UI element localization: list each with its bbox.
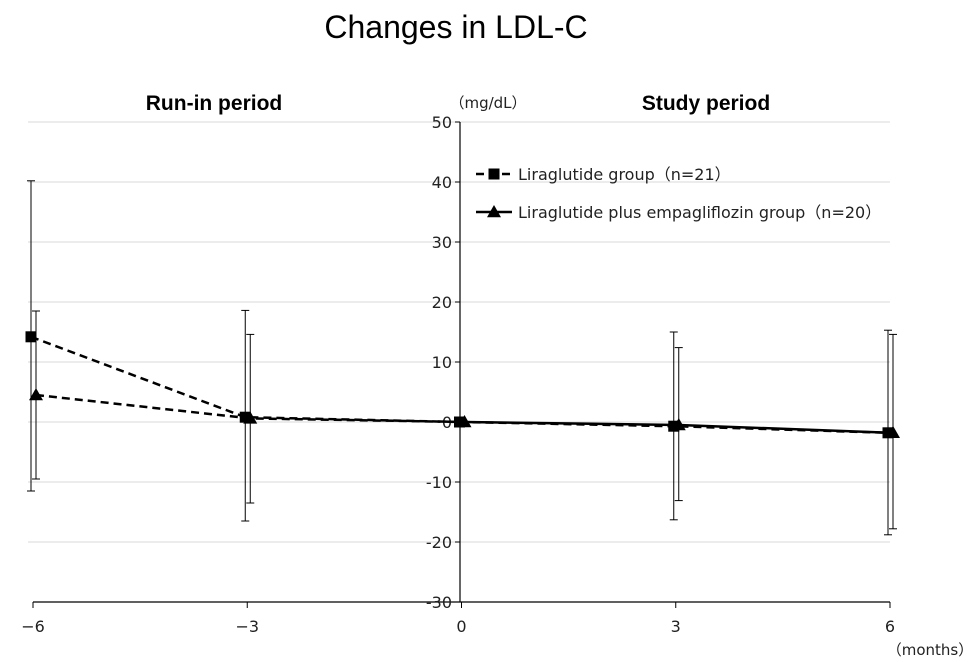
x-tick-label: −3 [235,617,259,636]
y-tick-label: 10 [432,353,452,372]
y-tick-label: -20 [426,533,452,552]
legend-label: Liraglutide group（n=21） [518,165,731,184]
data-point-triangle [29,388,43,401]
x-tick-label: 6 [885,617,895,636]
y-axis-unit: （mg/dL） [449,94,526,112]
data-point-triangle [457,415,472,428]
y-tick-label: -10 [426,473,452,492]
run-in-period-label: Run-in period [146,92,282,115]
data-point-square [25,331,37,343]
series-2 [29,310,900,530]
data-point-triangle [671,418,686,431]
legend-marker-square [488,168,500,180]
y-tick-label: 50 [432,113,452,132]
x-tick-label: −6 [21,617,45,636]
series-layer [25,180,900,536]
y-tick-label: 40 [432,173,452,192]
x-tick-label: 3 [671,617,681,636]
legend-item-2: Liraglutide plus empagliflozin group（n=2… [476,203,881,222]
legend: Liraglutide group（n=21） Liraglutide plus … [476,165,881,222]
data-point-triangle [243,411,258,424]
y-tick-label: -30 [426,593,452,612]
y-tick-label: 20 [432,293,452,312]
gridlines [28,121,890,543]
data-point-triangle [886,425,900,439]
legend-label: Liraglutide plus empagliflozin group（n=2… [518,203,881,222]
legend-marker-triangle [487,205,501,218]
x-tick-label: 0 [456,617,466,636]
data-point-square [668,420,680,432]
chart-title: Changes in LDL-C [324,9,587,45]
legend-item-1: Liraglutide group（n=21） [476,165,731,184]
study-period-label: Study period [642,92,770,115]
y-tick-label: 30 [432,233,452,252]
x-axis-unit: （months） [887,641,974,659]
data-point-square [454,416,465,428]
